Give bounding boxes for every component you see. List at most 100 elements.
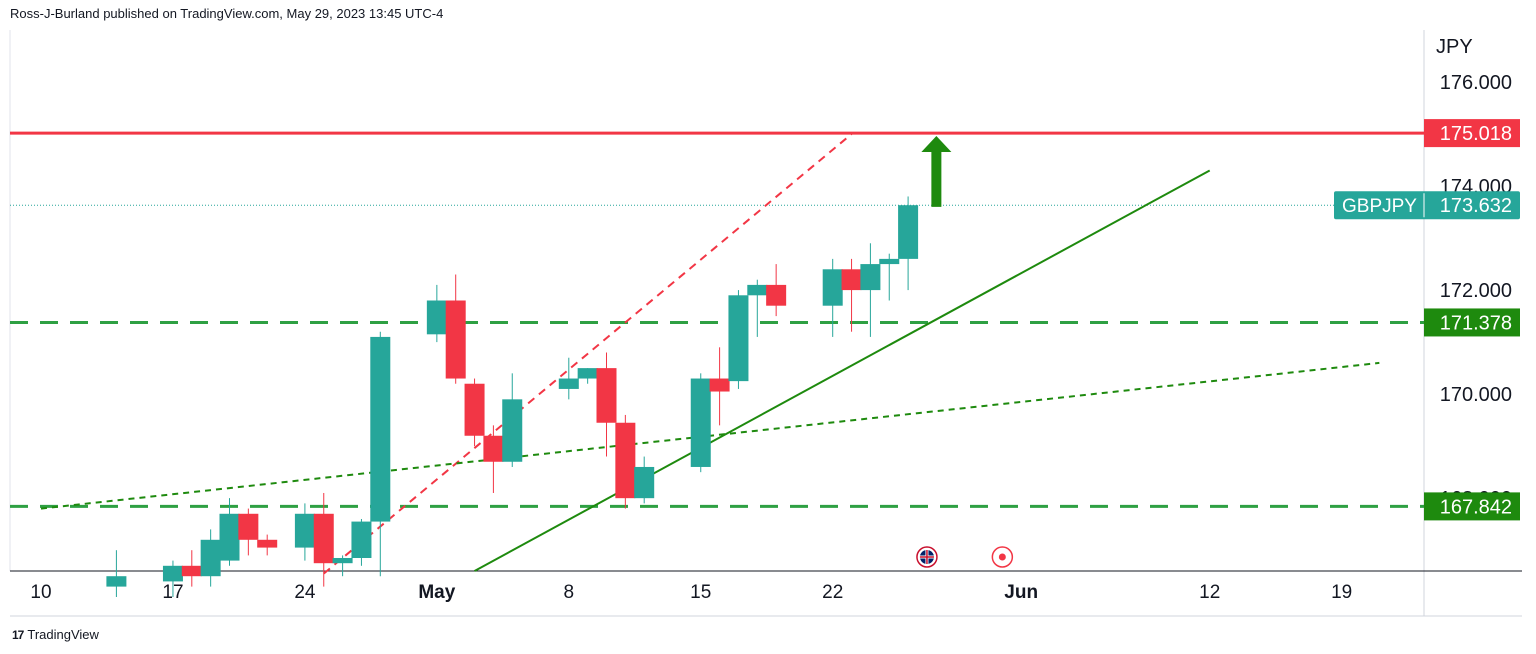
price-axis[interactable]: JPY176.000174.000172.000170.000168.00017… bbox=[1334, 36, 1520, 521]
candle bbox=[426, 284, 447, 343]
candle bbox=[747, 279, 768, 337]
candle-body bbox=[596, 368, 617, 423]
candle-body bbox=[106, 576, 127, 587]
candle-body bbox=[822, 269, 843, 306]
price-tick-label: 172.000 bbox=[1440, 280, 1512, 302]
candles bbox=[106, 196, 919, 598]
candle-body bbox=[464, 383, 485, 436]
level-price-tag bbox=[1424, 492, 1520, 521]
level-price-tag bbox=[1424, 308, 1520, 337]
candle bbox=[822, 258, 843, 337]
time-tick-label: 19 bbox=[1331, 582, 1352, 603]
level-price-text: 171.378 bbox=[1440, 312, 1512, 334]
candle-body bbox=[502, 399, 523, 462]
trendline-red-channel bbox=[323, 133, 853, 575]
candle bbox=[766, 264, 787, 317]
candle bbox=[483, 425, 504, 493]
candle-body bbox=[426, 300, 447, 335]
candle-body bbox=[294, 513, 315, 548]
candle-body bbox=[181, 565, 202, 577]
candle bbox=[200, 529, 221, 587]
candle bbox=[464, 378, 485, 447]
candle bbox=[841, 258, 862, 332]
footer-brand: TradingView bbox=[27, 627, 99, 642]
candle-body bbox=[351, 521, 372, 558]
candle bbox=[558, 357, 579, 400]
candle bbox=[257, 534, 278, 556]
level-price-text: 167.842 bbox=[1440, 496, 1512, 518]
candle bbox=[181, 550, 202, 587]
candle bbox=[238, 508, 259, 556]
publisher-caption: Ross-J-Burland published on TradingView.… bbox=[10, 6, 444, 21]
candle bbox=[577, 368, 598, 384]
candle-body bbox=[766, 284, 787, 306]
candle-body bbox=[841, 269, 862, 291]
candle bbox=[728, 290, 749, 389]
time-tick-label: Jun bbox=[1004, 582, 1038, 603]
symbol-name: GBPJPY bbox=[1342, 196, 1417, 217]
candle-body bbox=[709, 378, 730, 392]
candle bbox=[634, 456, 655, 504]
candle bbox=[294, 503, 315, 561]
candle bbox=[709, 347, 730, 426]
candle bbox=[370, 331, 391, 577]
candle bbox=[860, 243, 881, 337]
up-arrow-annotation bbox=[921, 136, 952, 207]
currency-label: JPY bbox=[1436, 36, 1473, 58]
candle-body bbox=[445, 300, 466, 379]
uk-flag-icon bbox=[916, 546, 938, 568]
candle bbox=[898, 196, 919, 291]
last-price-value: 173.632 bbox=[1440, 195, 1512, 217]
time-tick-label: 24 bbox=[294, 582, 316, 603]
candle-body bbox=[162, 565, 183, 582]
event-dot-center bbox=[998, 553, 1006, 561]
price-tick-label: 170.000 bbox=[1440, 384, 1512, 406]
tradingview-logo-icon: 17 bbox=[12, 627, 24, 642]
time-tick-label: 8 bbox=[564, 582, 575, 603]
candle-body bbox=[200, 539, 221, 577]
candle-body bbox=[728, 295, 749, 382]
candle bbox=[162, 560, 183, 598]
candle-body bbox=[257, 539, 278, 548]
time-tick-label: 22 bbox=[822, 582, 843, 603]
time-tick-label: 15 bbox=[690, 582, 711, 603]
candle-body bbox=[370, 336, 391, 522]
annotations bbox=[916, 136, 1014, 568]
time-tick-label: May bbox=[418, 582, 455, 603]
candle-body bbox=[577, 368, 598, 379]
candle bbox=[106, 550, 127, 598]
candle bbox=[332, 555, 353, 577]
candle-body bbox=[860, 264, 881, 291]
footer: 17 TradingView bbox=[12, 627, 99, 642]
symbol-price-tag bbox=[1334, 191, 1520, 220]
candle-body bbox=[898, 205, 919, 259]
time-tick-label: 10 bbox=[30, 582, 51, 603]
candle-body bbox=[483, 435, 504, 462]
candle bbox=[351, 518, 372, 566]
candle-body bbox=[747, 284, 768, 296]
candle-body bbox=[332, 557, 353, 564]
level-price-text: 175.018 bbox=[1440, 123, 1512, 145]
candle bbox=[502, 373, 523, 467]
trendline-green-support bbox=[474, 169, 1211, 572]
candle-body bbox=[690, 378, 711, 467]
candle bbox=[879, 253, 900, 301]
time-tick-label: 12 bbox=[1199, 582, 1220, 603]
candle-body bbox=[558, 378, 579, 389]
candle bbox=[445, 274, 466, 384]
candle bbox=[313, 492, 334, 587]
candle-body bbox=[219, 513, 240, 561]
candle-body bbox=[879, 258, 900, 265]
horizontal-levels bbox=[10, 131, 1424, 508]
event-dot-icon bbox=[991, 546, 1014, 568]
candle-body bbox=[238, 513, 259, 540]
candlestick-chart[interactable]: JPY176.000174.000172.000170.000168.00017… bbox=[0, 0, 1536, 620]
candle-body bbox=[634, 466, 655, 499]
candle bbox=[596, 352, 617, 457]
candle-body bbox=[615, 422, 636, 499]
candle bbox=[219, 498, 240, 566]
candle bbox=[615, 414, 636, 509]
candle-body bbox=[313, 513, 334, 564]
time-axis[interactable]: 10 17 24 May 8 15 22 Jun 12 19 bbox=[30, 582, 1352, 603]
time-tick-label: 17 bbox=[162, 582, 183, 603]
